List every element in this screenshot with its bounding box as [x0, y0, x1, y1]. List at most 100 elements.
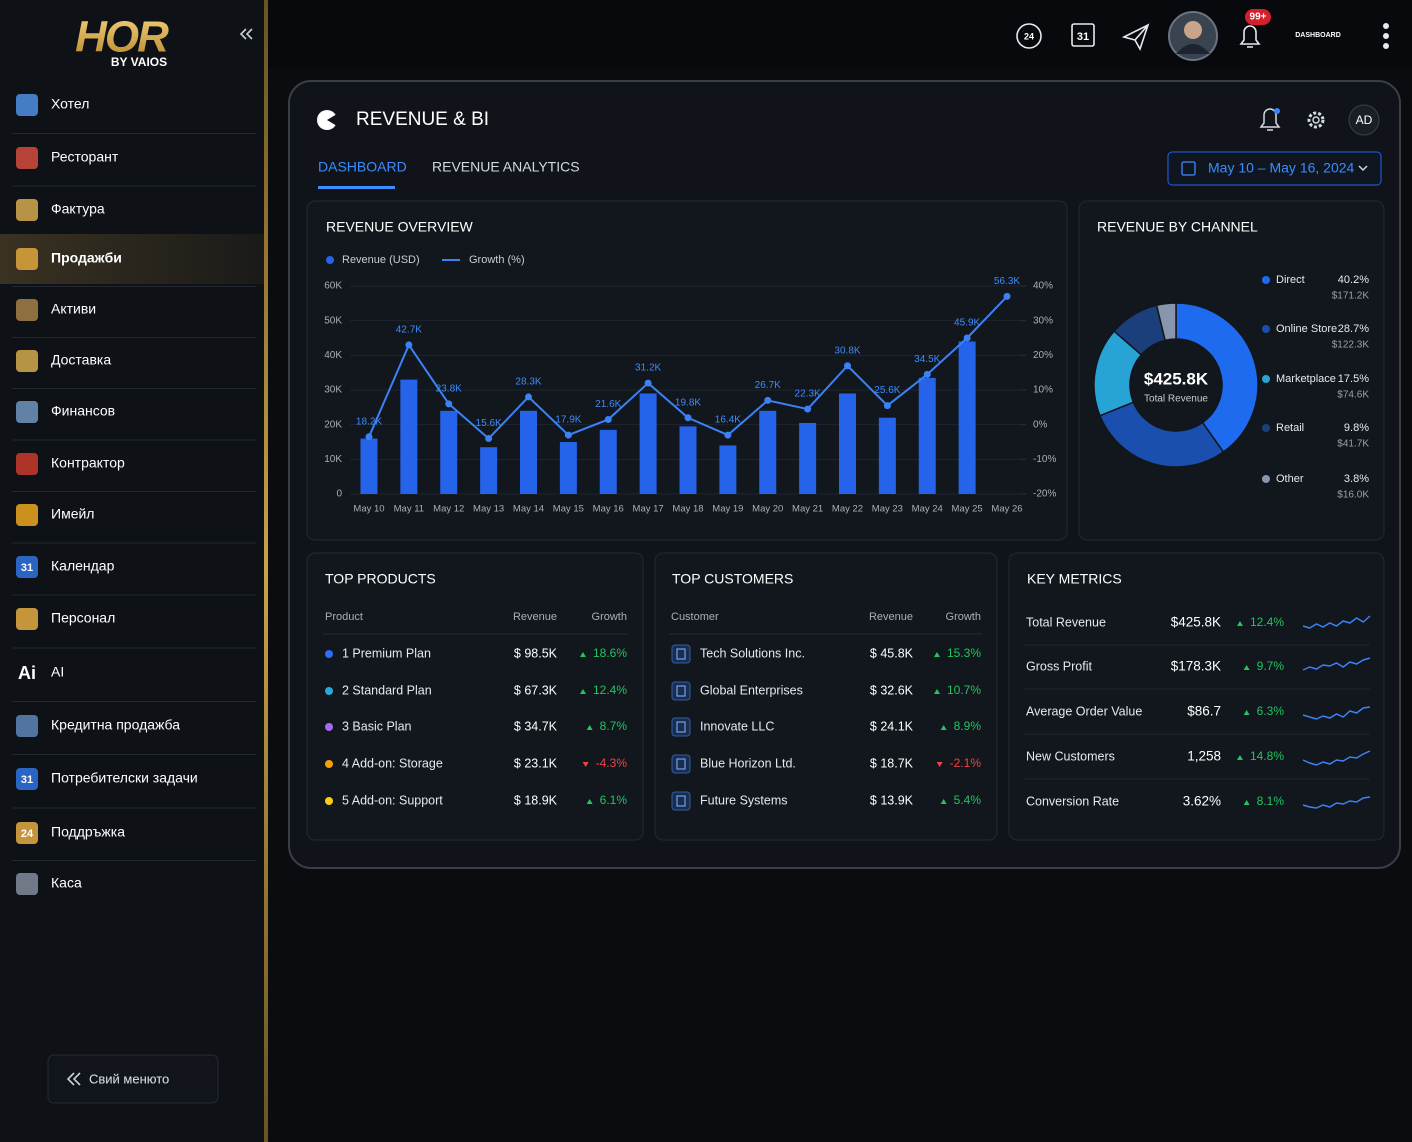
tab[interactable]: DASHBOARD — [318, 159, 407, 175]
bell-icon[interactable] — [1239, 25, 1261, 48]
growth-value: 5.4% — [954, 793, 982, 807]
product-dot — [325, 687, 333, 695]
x-tick-label: May 13 — [473, 504, 504, 515]
date-picker[interactable] — [1167, 151, 1382, 186]
menu-item[interactable]: Потребителски задачи — [51, 770, 198, 786]
panel-avatar[interactable] — [1348, 104, 1380, 136]
point-label: 28.3K — [515, 377, 541, 388]
settings-icon[interactable] — [1307, 111, 1325, 129]
menu-item[interactable]: Финансов — [51, 403, 115, 419]
legend-value: 28.7% — [1338, 323, 1369, 335]
menu-item[interactable]: Продажби — [51, 250, 122, 266]
point-label: 31.2K — [635, 363, 661, 374]
growth-value: -2.1% — [950, 756, 982, 770]
bar — [839, 393, 856, 494]
growth-point — [405, 341, 413, 349]
customer-icon — [671, 681, 691, 701]
support-icon-text: 24 — [1024, 31, 1034, 41]
menu-icon — [16, 504, 38, 526]
collapse-icon[interactable] — [239, 28, 253, 40]
sidebar — [0, 0, 266, 1142]
menu-dot[interactable] — [1383, 33, 1389, 39]
product-revenue: $ 67.3K — [514, 683, 558, 697]
customer-name: Blue Horizon Ltd. — [700, 756, 796, 770]
growth-up — [586, 725, 593, 730]
customer-revenue: $ 32.6K — [870, 683, 914, 697]
bar — [679, 426, 697, 494]
legend-value: 9.8% — [1344, 422, 1369, 434]
logo-tagline: BY VAIOS — [111, 55, 167, 69]
menu-item[interactable]: Фактура — [51, 201, 105, 217]
send-icon[interactable] — [1121, 23, 1150, 51]
customer-icon — [671, 754, 691, 774]
growth-point — [365, 433, 373, 441]
date-range[interactable]: May 10 – May 16, 2024 — [1208, 160, 1355, 176]
growth-up — [1243, 665, 1250, 670]
point-label: 19.8K — [675, 397, 701, 408]
growth-up — [1243, 800, 1250, 805]
point-label: 17.9K — [555, 415, 581, 426]
point-label: 16.4K — [715, 415, 741, 426]
point-label: 22.3K — [795, 389, 821, 400]
menu-icon — [16, 299, 38, 321]
menu-dot[interactable] — [1383, 43, 1389, 49]
y2-tick-label: 20% — [1033, 350, 1053, 361]
menu-item[interactable]: Доставка — [51, 352, 111, 368]
collapse-button-label[interactable]: Свий менюто — [89, 1071, 169, 1086]
customer-icon-building — [676, 685, 686, 697]
panel-logo-cut — [327, 114, 337, 126]
growth-up — [579, 652, 586, 657]
growth-point — [724, 431, 732, 439]
product-name: 2 Standard Plan — [342, 683, 432, 697]
customer-revenue: $ 18.7K — [870, 756, 914, 770]
menu-item[interactable]: Ресторант — [51, 149, 119, 165]
bar — [799, 422, 817, 494]
menu-item[interactable]: Имейл — [51, 506, 94, 522]
y2-tick-label: 40% — [1033, 281, 1053, 292]
menu-icon — [16, 401, 38, 423]
topbar — [268, 0, 1412, 68]
support-icon[interactable] — [1016, 23, 1042, 49]
collapse-button[interactable] — [47, 1054, 219, 1104]
calendar-icon-text: 31 — [1077, 31, 1089, 43]
menu-item[interactable]: Поддръжка — [51, 824, 125, 840]
calendar-icon[interactable] — [1071, 23, 1095, 47]
avatar-head — [1184, 21, 1202, 39]
card-title: TOP PRODUCTS — [325, 571, 436, 587]
growth-point — [764, 396, 772, 404]
x-tick-label: May 14 — [513, 504, 544, 515]
growth-value: 12.4% — [593, 683, 627, 697]
growth-value: 12.4% — [1250, 615, 1284, 629]
menu-item[interactable]: Хотел — [51, 96, 89, 112]
active-item-bg — [0, 234, 264, 284]
legend-label: Growth (%) — [469, 254, 525, 266]
growth-point — [445, 400, 453, 408]
menu-item[interactable]: AI — [51, 664, 64, 680]
growth-up — [1236, 621, 1243, 626]
bar — [520, 410, 537, 494]
product-revenue: $ 98.5K — [514, 646, 558, 660]
panel-bell[interactable] — [1259, 108, 1281, 131]
product-name: 1 Premium Plan — [342, 646, 431, 660]
metric-name: Gross Profit — [1026, 659, 1093, 673]
product-revenue: $ 23.1K — [514, 756, 558, 770]
card — [306, 552, 644, 841]
sparkline — [1302, 706, 1371, 720]
donut-slice — [1098, 401, 1225, 468]
menu-dot[interactable] — [1383, 23, 1389, 29]
menu-item[interactable]: Персонал — [51, 610, 115, 626]
column-header: Growth — [592, 611, 627, 623]
menu-item[interactable]: Контрактор — [51, 455, 125, 471]
growth-point — [644, 379, 652, 387]
menu-item[interactable]: Календар — [51, 558, 115, 574]
menu-item[interactable]: Каса — [51, 875, 82, 891]
customer-revenue: $ 13.9K — [870, 793, 914, 807]
menu-item[interactable]: Активи — [51, 301, 96, 317]
growth-value: 6.3% — [1257, 704, 1285, 718]
menu-item[interactable]: Кредитна продажба — [51, 717, 180, 733]
x-tick-label: May 11 — [394, 504, 424, 515]
tab[interactable]: REVENUE ANALYTICS — [432, 159, 580, 175]
settings-icon-hole — [1312, 116, 1320, 124]
y2-tick-label: -10% — [1033, 454, 1056, 465]
